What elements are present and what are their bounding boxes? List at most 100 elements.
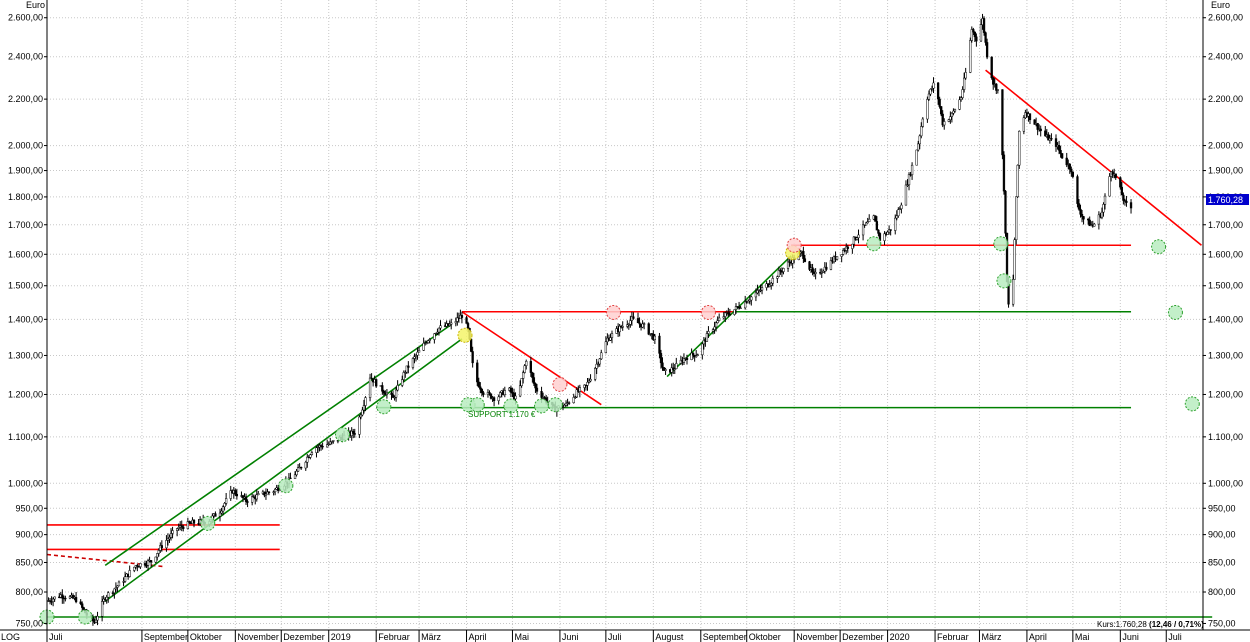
candle-body [218,512,222,517]
candle-body [770,282,773,286]
signal-marker-green [866,236,882,252]
candle-body [855,237,859,240]
candle-body [117,581,121,587]
candle-body [1087,218,1090,221]
trend-line [985,69,1202,246]
candle-body [188,521,191,524]
y-tick-label-right: 900,00 [1208,530,1236,540]
candle-body [267,491,271,494]
y-tick-label-left: 1.700,00 [8,220,43,230]
y-tick-label-left: 1.000,00 [8,478,43,488]
y-tick-label-right: 1.000,00 [1208,478,1243,488]
y-tick-label-left: 800,00 [15,587,43,597]
candle-body [664,369,667,371]
candle-body [100,601,104,617]
candle-body [851,243,854,249]
candle-body [529,361,532,373]
candle-body [691,352,695,356]
candle-body [107,592,110,598]
signal-marker-green [1184,396,1200,412]
candle-body [156,553,159,558]
candle-body [477,381,480,388]
y-tick-label-left: 1.400,00 [8,314,43,324]
candle-body [434,332,438,335]
candle-body [224,498,228,504]
kurs-label: Kurs:1.760,28 (12,46 / 0,71%) [1097,620,1204,629]
x-tick-label: 2019 [331,632,351,642]
candle-body [748,299,751,302]
y-tick-label-left: 1.600,00 [8,249,43,259]
candle-body [1011,279,1015,305]
candle-body [714,322,718,328]
candle-body [659,353,663,364]
candle-body [165,540,168,549]
candle-body [894,217,897,231]
candle-body [747,300,750,304]
candle-body [930,88,934,90]
candle-body [177,527,180,529]
candle-body [814,272,817,274]
candle-body [926,99,929,120]
candle-body [918,135,921,145]
candle-body [822,271,825,273]
x-tick-label: April [469,632,487,642]
candle-body [428,339,431,341]
x-tick-label: Februar [378,632,410,642]
candle-body [970,29,973,41]
candle-body [454,321,457,324]
candle-body [139,563,142,567]
candle-body [53,596,56,600]
candle-body [995,83,998,91]
kurs-value: Kurs:1.760,28 [1097,620,1147,629]
candle-body [394,389,398,398]
candle-body [889,229,892,231]
candle-body [309,454,312,458]
candle-body [480,389,483,393]
candle-body [460,315,464,318]
candle-body [786,261,790,269]
candle-body [927,93,931,100]
signal-marker-green [993,236,1009,252]
candle-body [713,326,716,330]
candle-body [754,292,758,298]
candle-body [332,440,335,442]
candle-body [661,362,664,368]
candle-body [587,380,591,383]
candle-body [1120,186,1124,196]
x-tick-label: September [144,632,188,642]
candle-body [264,493,268,496]
candle-body [251,496,254,503]
candle-body [414,355,418,357]
candle-body [647,323,650,335]
candle-body [572,397,575,404]
candle-body [476,362,479,383]
candle-body [595,363,598,369]
candle-body [750,296,753,301]
candle-body [777,270,781,277]
candle-body [950,112,954,117]
signal-marker-green [278,478,294,494]
candle-body [779,270,782,272]
candle-body [641,323,644,328]
candle-body [898,208,901,210]
candle-body [327,443,330,446]
x-tick-label: Februar [937,632,969,642]
candle-body [466,323,470,329]
signal-marker-green [77,609,93,625]
candle-body [518,385,522,397]
candle-body [1044,130,1047,137]
candle-body [180,525,183,528]
candle-body [64,597,67,600]
candle-body [520,378,523,387]
candle-body [744,301,747,309]
candle-body [586,381,589,386]
candle-body [756,290,759,294]
candle-body [958,99,961,110]
candle-body [662,367,666,371]
candle-body [220,510,223,514]
candle-body [1122,194,1125,201]
y-tick-label-left: 1.300,00 [8,350,43,360]
candle-body [861,224,865,236]
candle-body [910,164,914,176]
